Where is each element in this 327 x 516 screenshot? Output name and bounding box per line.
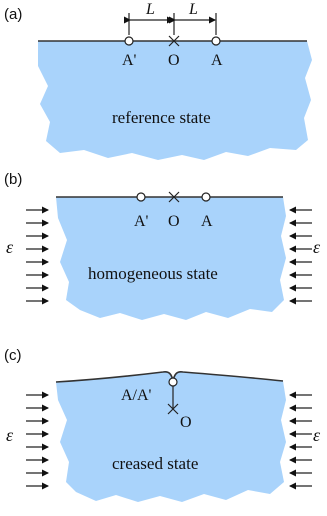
right-strain-arrows-c [289,391,312,490]
panel-b: (b) A' O A homogeneous state ε [4,171,321,320]
state-label-c: creased state [112,454,198,473]
strain-symbol-left-c: ε [6,425,14,445]
point-o-label-b: O [168,213,180,230]
strain-symbol-left-b: ε [6,237,14,257]
right-strain-arrows-b [289,206,312,305]
point-a-marker-b [201,192,211,202]
point-o-label-c: O [180,414,192,431]
point-o-cross-b [168,191,180,203]
strain-symbol-right-b: ε [313,237,321,257]
dim-label-left: L [145,1,155,18]
substrate-homogeneous [56,197,286,320]
point-a-prime-label-b: A' [134,213,149,230]
state-label-b: homogeneous state [88,264,218,283]
point-a-label-b: A [201,213,213,230]
point-o-cross [168,35,180,47]
dim-label-right: L [188,1,198,18]
point-a-prime-label: A' [122,52,137,69]
point-a-label: A [211,52,223,69]
panel-c-label: (c) [4,347,22,364]
panel-c: (c) A/A' O creased state ε [4,347,321,502]
point-a-prime-marker [124,36,134,46]
point-a-prime-marker-b [136,192,146,202]
substrate-creased [56,371,286,502]
panel-b-label: (b) [4,171,22,188]
point-a-marker [211,36,221,46]
point-o-label: O [168,52,180,69]
point-o-cross-c [167,403,179,415]
point-a-merged-label: A/A' [121,387,152,404]
substrate-reference [38,41,312,160]
panel-a: (a) L L A' O A reference state [4,1,312,160]
panel-a-label: (a) [4,6,22,23]
state-label-a: reference state [112,108,211,127]
left-strain-arrows-b [26,206,49,305]
strain-symbol-right-c: ε [313,425,321,445]
point-a-merged-marker [168,377,178,387]
left-strain-arrows-c [26,391,49,490]
